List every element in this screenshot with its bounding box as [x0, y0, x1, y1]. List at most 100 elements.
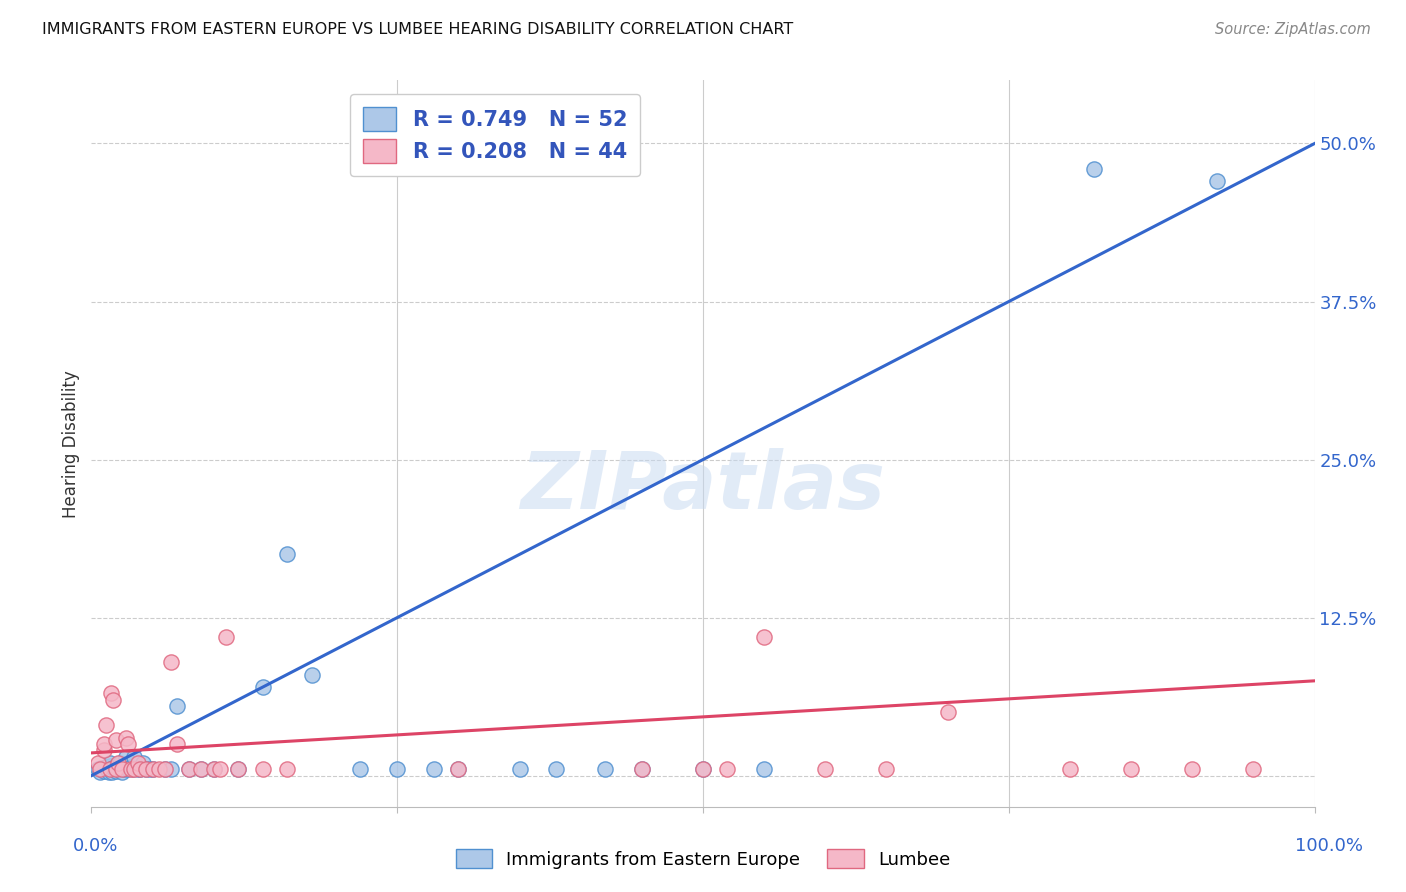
- Point: [631, 762, 654, 776]
- Point: [104, 762, 127, 776]
- Point: [1181, 762, 1204, 776]
- Point: [226, 762, 249, 776]
- Point: [103, 693, 125, 707]
- Point: [132, 756, 155, 770]
- Point: [93, 764, 115, 778]
- Point: [208, 762, 231, 776]
- Point: [301, 667, 323, 681]
- Point: [1243, 762, 1265, 776]
- Point: [93, 743, 115, 757]
- Point: [252, 680, 274, 694]
- Point: [96, 762, 118, 776]
- Point: [107, 762, 129, 776]
- Point: [166, 699, 188, 714]
- Point: [509, 762, 531, 776]
- Point: [1083, 161, 1105, 176]
- Point: [135, 762, 157, 776]
- Point: [141, 762, 163, 776]
- Point: [122, 762, 145, 776]
- Point: [127, 762, 149, 776]
- Point: [215, 630, 238, 644]
- Point: [692, 762, 714, 776]
- Point: [114, 731, 136, 745]
- Text: 0.0%: 0.0%: [73, 837, 118, 855]
- Point: [276, 548, 298, 562]
- Point: [100, 686, 122, 700]
- Point: [160, 655, 183, 669]
- Point: [190, 762, 212, 776]
- Text: 100.0%: 100.0%: [1295, 837, 1362, 855]
- Point: [148, 762, 170, 776]
- Y-axis label: Hearing Disability: Hearing Disability: [62, 370, 80, 517]
- Point: [122, 762, 145, 776]
- Point: [202, 762, 225, 776]
- Point: [93, 737, 115, 751]
- Point: [129, 762, 152, 776]
- Point: [101, 764, 124, 779]
- Point: [103, 761, 125, 775]
- Point: [98, 758, 121, 772]
- Point: [179, 762, 201, 776]
- Point: [104, 764, 127, 778]
- Point: [179, 762, 201, 776]
- Point: [111, 762, 134, 776]
- Point: [153, 762, 176, 776]
- Point: [86, 762, 108, 776]
- Point: [94, 760, 117, 774]
- Point: [546, 762, 568, 776]
- Point: [153, 762, 176, 776]
- Point: [104, 758, 127, 772]
- Point: [117, 737, 139, 751]
- Text: Source: ZipAtlas.com: Source: ZipAtlas.com: [1215, 22, 1371, 37]
- Text: ZIPatlas: ZIPatlas: [520, 449, 886, 526]
- Point: [160, 762, 183, 776]
- Point: [104, 733, 127, 747]
- Point: [117, 762, 139, 776]
- Point: [98, 762, 121, 776]
- Point: [114, 749, 136, 764]
- Point: [754, 762, 776, 776]
- Point: [97, 764, 120, 779]
- Point: [166, 737, 188, 751]
- Point: [127, 756, 149, 770]
- Point: [104, 762, 127, 776]
- Point: [754, 630, 776, 644]
- Point: [875, 762, 898, 776]
- Point: [423, 762, 446, 776]
- Point: [89, 762, 111, 776]
- Point: [936, 706, 959, 720]
- Point: [447, 762, 470, 776]
- Point: [593, 762, 616, 776]
- Point: [139, 762, 162, 776]
- Point: [1205, 174, 1227, 188]
- Point: [94, 718, 117, 732]
- Point: [90, 761, 112, 775]
- Point: [385, 762, 409, 776]
- Point: [120, 762, 142, 776]
- Point: [190, 762, 212, 776]
- Point: [111, 764, 134, 779]
- Point: [447, 762, 470, 776]
- Point: [112, 762, 135, 776]
- Point: [716, 762, 738, 776]
- Point: [86, 756, 108, 770]
- Point: [98, 756, 121, 770]
- Point: [692, 762, 714, 776]
- Point: [107, 756, 129, 770]
- Legend: R = 0.749   N = 52, R = 0.208   N = 44: R = 0.749 N = 52, R = 0.208 N = 44: [350, 95, 640, 176]
- Point: [252, 762, 274, 776]
- Point: [108, 756, 131, 770]
- Point: [1121, 762, 1143, 776]
- Legend: Immigrants from Eastern Europe, Lumbee: Immigrants from Eastern Europe, Lumbee: [449, 841, 957, 876]
- Point: [122, 749, 145, 764]
- Point: [349, 762, 371, 776]
- Point: [141, 762, 163, 776]
- Point: [100, 762, 122, 776]
- Point: [1059, 762, 1081, 776]
- Point: [226, 762, 249, 776]
- Point: [129, 762, 152, 776]
- Point: [202, 762, 225, 776]
- Point: [276, 762, 298, 776]
- Point: [135, 762, 157, 776]
- Point: [631, 762, 654, 776]
